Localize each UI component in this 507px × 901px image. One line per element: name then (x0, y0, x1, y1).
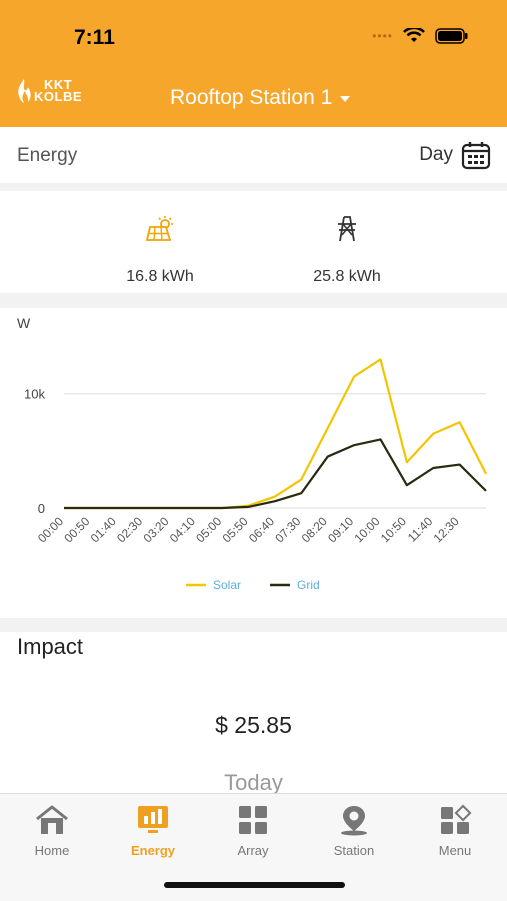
solar-total: 16.8 kWh (90, 215, 230, 286)
calendar-icon[interactable] (461, 140, 491, 170)
impact-title: Impact (17, 634, 84, 659)
apps-menu-icon (441, 804, 472, 834)
station-selector[interactable]: Rooftop Station 1 (170, 86, 351, 110)
x-tick-label: 12:30 (431, 514, 462, 545)
location-pin-icon (341, 806, 367, 836)
power-tower-icon (338, 216, 356, 242)
tab-home[interactable]: Home (12, 804, 92, 858)
series-line-solar (64, 358, 487, 510)
energy-totals: 16.8 kWh 25.8 kWh (0, 191, 507, 293)
app-header: 7:11 •••• KKT KOLBE Rooftop Station 1 (0, 0, 507, 127)
grid-squares-icon (239, 806, 267, 834)
tab-energy[interactable]: Energy (113, 804, 193, 858)
x-tick-label: 03:20 (140, 514, 171, 545)
y-axis-label: W (17, 315, 31, 331)
solar-total-value: 16.8 kWh (126, 268, 194, 285)
x-tick-label: 05:00 (193, 514, 224, 545)
y-tick-label: 10k (24, 387, 45, 402)
home-icon (36, 805, 68, 834)
battery-icon (435, 28, 468, 44)
grid-total: 25.8 kWh (277, 215, 417, 286)
station-name: Rooftop Station 1 (170, 86, 333, 109)
x-tick-label: 09:10 (325, 514, 356, 545)
chevron-down-icon (340, 96, 351, 102)
x-tick-label: 08:20 (299, 514, 330, 545)
grid-total-value: 25.8 kWh (313, 268, 381, 285)
impact-value: $ 25.85 (215, 712, 292, 738)
tab-station-label: Station (333, 843, 375, 858)
status-time: 7:11 (74, 26, 115, 49)
cellular-signal-icon: •••• (372, 29, 393, 43)
status-icons: •••• (372, 28, 469, 44)
x-tick-label: 01:40 (88, 514, 119, 545)
tab-array-label: Array (237, 843, 269, 858)
logo-line1: KKT (44, 77, 73, 92)
series-line-grid (64, 438, 487, 510)
kkt-kolbe-logo: KKT KOLBE (16, 78, 82, 104)
x-tick-label: 10:50 (378, 514, 409, 545)
energy-monitor-icon (138, 806, 168, 833)
x-tick-label: 10:00 (351, 514, 382, 545)
y-tick-label: 0 (38, 501, 45, 516)
x-tick-label: 00:00 (35, 514, 66, 545)
home-indicator (164, 882, 345, 888)
x-tick-label: 02:30 (114, 514, 145, 545)
power-chart-panel: W 0 10k 00:00 00:50 01:40 02:30 03:20 04:10 05:… (0, 308, 507, 618)
tab-energy-label: Energy (130, 843, 176, 858)
logo-line2: KOLBE (34, 89, 82, 104)
period-label: Day (419, 144, 453, 165)
x-tick-label: 11:40 (405, 514, 436, 545)
tab-array[interactable]: Array (213, 804, 293, 858)
impact-period: Today (224, 770, 283, 795)
tab-station[interactable]: Station (314, 804, 394, 858)
tab-menu[interactable]: Menu (415, 804, 495, 858)
x-tick-label: 06:40 (246, 514, 277, 545)
wifi-icon (403, 28, 425, 42)
x-tick-label: 00:50 (61, 514, 92, 545)
impact-section: Impact $ 25.85 Today (0, 632, 507, 795)
energy-label: Energy (17, 145, 78, 166)
x-tick-label: 05:50 (220, 514, 251, 545)
legend-label: Solar (213, 578, 241, 592)
period-selector[interactable]: Day (419, 140, 491, 170)
x-tick-label: 07:30 (272, 514, 303, 545)
tab-home-label: Home (34, 843, 70, 858)
x-tick-label: 04:10 (167, 514, 198, 545)
tab-menu-label: Menu (438, 843, 472, 858)
solar-panel-icon (145, 216, 173, 241)
flame-icon (18, 79, 31, 103)
energy-bar: Energy Day (0, 127, 507, 183)
legend-label: Grid (297, 578, 320, 592)
